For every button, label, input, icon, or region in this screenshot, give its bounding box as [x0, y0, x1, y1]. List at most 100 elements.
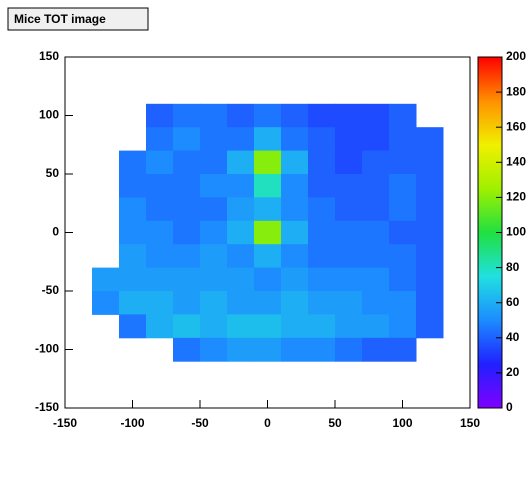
heat-cell: [335, 150, 363, 175]
heat-cell: [227, 127, 255, 152]
y-tick-label: 50: [46, 166, 60, 180]
heat-cell: [308, 127, 336, 152]
x-tick-label: 50: [328, 416, 342, 430]
heat-cell: [173, 314, 201, 339]
heat-cell: [200, 291, 228, 315]
heat-cell: [281, 244, 309, 269]
z-tick-label: 80: [506, 260, 520, 274]
heat-cell: [146, 220, 174, 245]
y-tick-label: 150: [39, 49, 59, 63]
heat-cell: [308, 220, 336, 245]
heat-cell: [227, 150, 255, 175]
heat-cell: [389, 337, 417, 362]
chart-title: Mice TOT image: [14, 12, 106, 26]
heat-cell: [362, 174, 390, 198]
heat-cell: [119, 197, 147, 222]
z-tick-label: 100: [506, 225, 526, 239]
heat-cell: [119, 291, 147, 315]
heat-cell: [335, 267, 363, 292]
heat-cell: [389, 314, 417, 339]
heat-cell: [335, 314, 363, 339]
heat-cell: [227, 337, 255, 362]
heat-cell: [281, 267, 309, 292]
heat-cell: [335, 174, 363, 198]
y-tick-label: 100: [39, 108, 59, 122]
heat-cell: [389, 174, 417, 198]
heat-cell: [362, 197, 390, 222]
heat-cell: [146, 103, 174, 128]
heat-cell: [200, 197, 228, 222]
x-tick-label: -100: [120, 416, 144, 430]
heat-cell: [92, 291, 120, 315]
heat-cell: [119, 244, 147, 269]
z-tick-label: 160: [506, 119, 526, 133]
z-tick-label: 40: [506, 330, 520, 344]
heat-cell: [281, 314, 309, 339]
heat-cell: [227, 103, 255, 128]
x-tick-label: -50: [191, 416, 209, 430]
heat-cell: [335, 291, 363, 315]
z-tick-label: 0: [506, 400, 513, 414]
heat-cell: [146, 150, 174, 175]
heat-cell: [416, 197, 444, 222]
heat-cell: [254, 197, 282, 222]
heat-cell: [173, 220, 201, 245]
heat-cell: [200, 220, 228, 245]
title-box: [7, 7, 149, 31]
heat-cell: [146, 291, 174, 315]
heat-cell: [281, 197, 309, 222]
y-tick-label: -150: [35, 400, 59, 414]
heat-cell: [200, 337, 228, 362]
x-tick-label: 150: [460, 416, 480, 430]
heat-cell: [254, 150, 282, 175]
heat-cell: [281, 174, 309, 198]
y-tick-label: 0: [52, 225, 59, 239]
heat-cell: [254, 291, 282, 315]
heat-cell: [281, 150, 309, 175]
heat-cell: [281, 291, 309, 315]
heat-cell: [281, 220, 309, 245]
heat-cell: [173, 174, 201, 198]
heat-cell: [227, 244, 255, 269]
heat-cell: [227, 291, 255, 315]
heat-cell: [308, 291, 336, 315]
heat-cell: [362, 267, 390, 292]
heat-cell: [281, 127, 309, 152]
z-tick-label: 120: [506, 190, 526, 204]
heat-cell: [173, 150, 201, 175]
heat-cell: [254, 220, 282, 245]
heat-cell: [335, 127, 363, 152]
y-tick-label: -100: [35, 342, 59, 356]
heat-cell: [389, 197, 417, 222]
heat-cell: [254, 314, 282, 339]
heat-cell: [362, 337, 390, 362]
x-tick-label: 0: [264, 416, 271, 430]
heat-cell: [416, 244, 444, 269]
heat-cell: [227, 197, 255, 222]
heat-cell: [389, 103, 417, 128]
heat-cell: [362, 150, 390, 175]
heat-cell: [119, 267, 147, 292]
heat-cell: [146, 197, 174, 222]
heat-cell: [227, 267, 255, 292]
heat-cell: [281, 337, 309, 362]
heat-cell: [119, 314, 147, 339]
heat-cell: [389, 127, 417, 152]
heat-cell: [335, 244, 363, 269]
x-tick-label: 100: [392, 416, 412, 430]
heat-cell: [362, 314, 390, 339]
heat-cell: [389, 267, 417, 292]
heat-cell: [227, 314, 255, 339]
heat-cell: [308, 103, 336, 128]
heat-cell: [173, 291, 201, 315]
heat-cell: [416, 150, 444, 175]
heat-cell: [416, 291, 444, 315]
heat-cell: [389, 244, 417, 269]
heat-cell: [146, 244, 174, 269]
heat-cell: [308, 337, 336, 362]
heat-cell: [200, 127, 228, 152]
heat-cell: [335, 337, 363, 362]
heat-cell: [200, 174, 228, 198]
heat-cell: [173, 337, 201, 362]
heat-cell: [335, 220, 363, 245]
